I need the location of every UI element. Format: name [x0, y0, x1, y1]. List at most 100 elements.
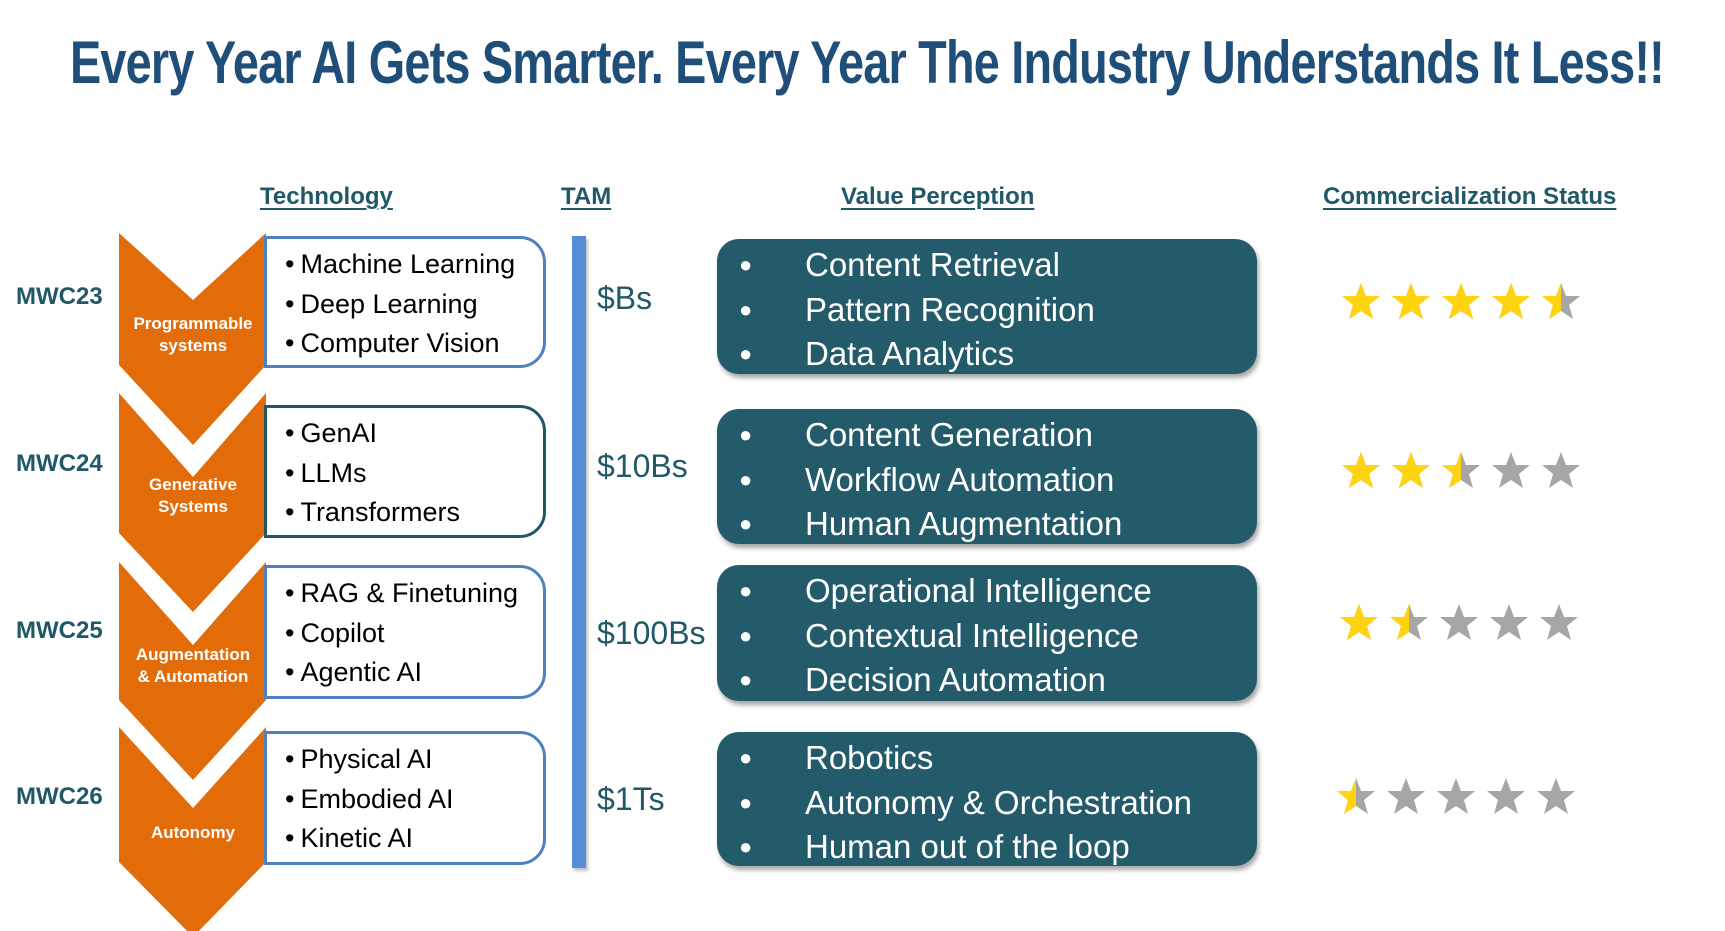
stage-label-line: systems [158, 336, 228, 355]
value-item-text: Data Analytics [805, 335, 1015, 372]
value-item: ● Human Augmentation [739, 502, 1257, 547]
value-item-text: Workflow Automation [805, 460, 1115, 498]
year-label: MWC25 [16, 617, 103, 644]
value-item: ● Decision Automation [739, 658, 1257, 703]
stage-label: Generative Systems [119, 474, 267, 518]
stage-chevrons [119, 233, 266, 931]
header-technology: Technology [260, 183, 393, 210]
header-tam: TAM [561, 183, 612, 210]
bullet-icon: ● [739, 252, 753, 277]
bullet-icon: ● [739, 834, 753, 859]
value-item-text: Human Augmentation [805, 505, 1123, 542]
technology-box: Physical AI Embodied AI Kinetic AI [264, 731, 546, 865]
tam-value: $Bs [597, 280, 653, 316]
star-filled-icon [1442, 283, 1480, 319]
stage-label-line: Programmable [133, 314, 253, 333]
bullet-icon: ● [739, 466, 753, 492]
value-item: ● Pattern Recognition [739, 288, 1257, 333]
year-label: MWC26 [16, 783, 103, 810]
chevron-autonomy [119, 727, 266, 931]
technology-item: Physical AI [285, 740, 543, 780]
value-item: ● Data Analytics [739, 332, 1257, 377]
technology-item: Machine Learning [285, 245, 543, 285]
star-rating [1339, 603, 1579, 641]
star-filled-icon [1392, 283, 1430, 319]
value-item-text: Content Generation [805, 416, 1094, 453]
value-item-text: Content Retrieval [805, 246, 1060, 283]
tam-bar [572, 236, 586, 868]
tam-value: $1Ts [597, 781, 665, 817]
value-item: ● Robotics [739, 736, 1257, 781]
star-empty-icon [1487, 778, 1525, 814]
bullet-icon: ● [739, 296, 753, 322]
technology-item: Embodied AI [285, 780, 543, 820]
chevron-programmable [119, 233, 266, 445]
value-item-text: Autonomy & Orchestration [805, 783, 1193, 821]
tam-value: $10Bs [597, 448, 688, 484]
stage-label-line: & Automation [137, 667, 249, 686]
star-rating [1341, 282, 1581, 320]
star-empty-icon [1387, 778, 1425, 814]
chevron-generative [119, 393, 266, 612]
bullet-icon: ● [739, 789, 753, 815]
star-empty-icon [1540, 604, 1578, 640]
year-label: MWC23 [16, 283, 103, 310]
value-item-text: Operational Intelligence [805, 572, 1152, 609]
value-item: ● Autonomy & Orchestration [739, 781, 1257, 826]
value-item: ● Operational Intelligence [739, 569, 1257, 614]
value-item-text: Contextual Intelligence [805, 616, 1139, 654]
star-filled-icon [1342, 452, 1380, 488]
stage-label-line: Systems [158, 497, 228, 516]
stage-label-line: Autonomy [150, 823, 236, 842]
value-item: ● Workflow Automation [739, 458, 1257, 503]
stage-label: Autonomy [119, 822, 267, 844]
header-value-perception: Value Perception [841, 183, 1035, 210]
value-perception-box: ● Robotics ● Autonomy & Orchestration ● Hum… [717, 732, 1257, 866]
star-filled-icon [1340, 604, 1378, 640]
bullet-icon: ● [739, 745, 753, 770]
bullet-icon: ● [739, 622, 753, 648]
technology-box: GenAI LLMs Transformers [264, 405, 546, 538]
star-filled-icon [1492, 283, 1530, 319]
bullet-icon: ● [739, 511, 753, 536]
value-item-text: Robotics [805, 739, 934, 776]
bullet-icon: ● [739, 578, 753, 603]
technology-item: Deep Learning [285, 285, 543, 325]
technology-box: Machine Learning Deep Learning Computer … [264, 236, 546, 368]
value-item-text: Decision Automation [805, 661, 1106, 698]
technology-item: Kinetic AI [285, 819, 543, 859]
value-item-text: Human out of the loop [805, 828, 1130, 865]
technology-box: RAG & Finetuning Copilot Agentic AI [264, 565, 546, 699]
star-rating [1336, 777, 1576, 815]
value-item: ● Content Retrieval [739, 243, 1257, 288]
bullet-icon: ● [739, 667, 753, 692]
technology-item: GenAI [285, 414, 543, 454]
bullet-icon: ● [739, 341, 753, 366]
star-empty-icon [1490, 604, 1528, 640]
star-empty-icon [1492, 452, 1530, 488]
tam-value: $100Bs [597, 615, 706, 651]
star-half-icon [1390, 604, 1428, 640]
value-item: ● Content Generation [739, 413, 1257, 458]
technology-item: Copilot [285, 614, 543, 654]
bullet-icon: ● [739, 422, 753, 447]
star-half-icon [1442, 452, 1480, 488]
value-item-text: Pattern Recognition [805, 290, 1095, 328]
value-item: ● Human out of the loop [739, 825, 1257, 870]
year-label: MWC24 [16, 450, 103, 477]
star-empty-icon [1542, 452, 1580, 488]
star-half-icon [1542, 283, 1580, 319]
stage-label: Augmentation & Automation [119, 644, 267, 688]
value-perception-box: ● Content Retrieval ● Pattern Recognition … [717, 239, 1257, 374]
value-perception-box: ● Operational Intelligence ● Contextual In… [717, 565, 1257, 701]
star-filled-icon [1342, 283, 1380, 319]
star-empty-icon [1437, 778, 1475, 814]
stage-label-line: Augmentation [135, 645, 251, 664]
stage-label: Programmable systems [119, 313, 267, 357]
technology-item: RAG & Finetuning [285, 574, 543, 614]
technology-item: Transformers [285, 493, 543, 533]
value-perception-box: ● Content Generation ● Workflow Automation… [717, 409, 1257, 544]
star-half-icon [1337, 778, 1375, 814]
technology-item: Agentic AI [285, 653, 543, 693]
header-commercialization-status: Commercialization Status [1323, 183, 1617, 210]
